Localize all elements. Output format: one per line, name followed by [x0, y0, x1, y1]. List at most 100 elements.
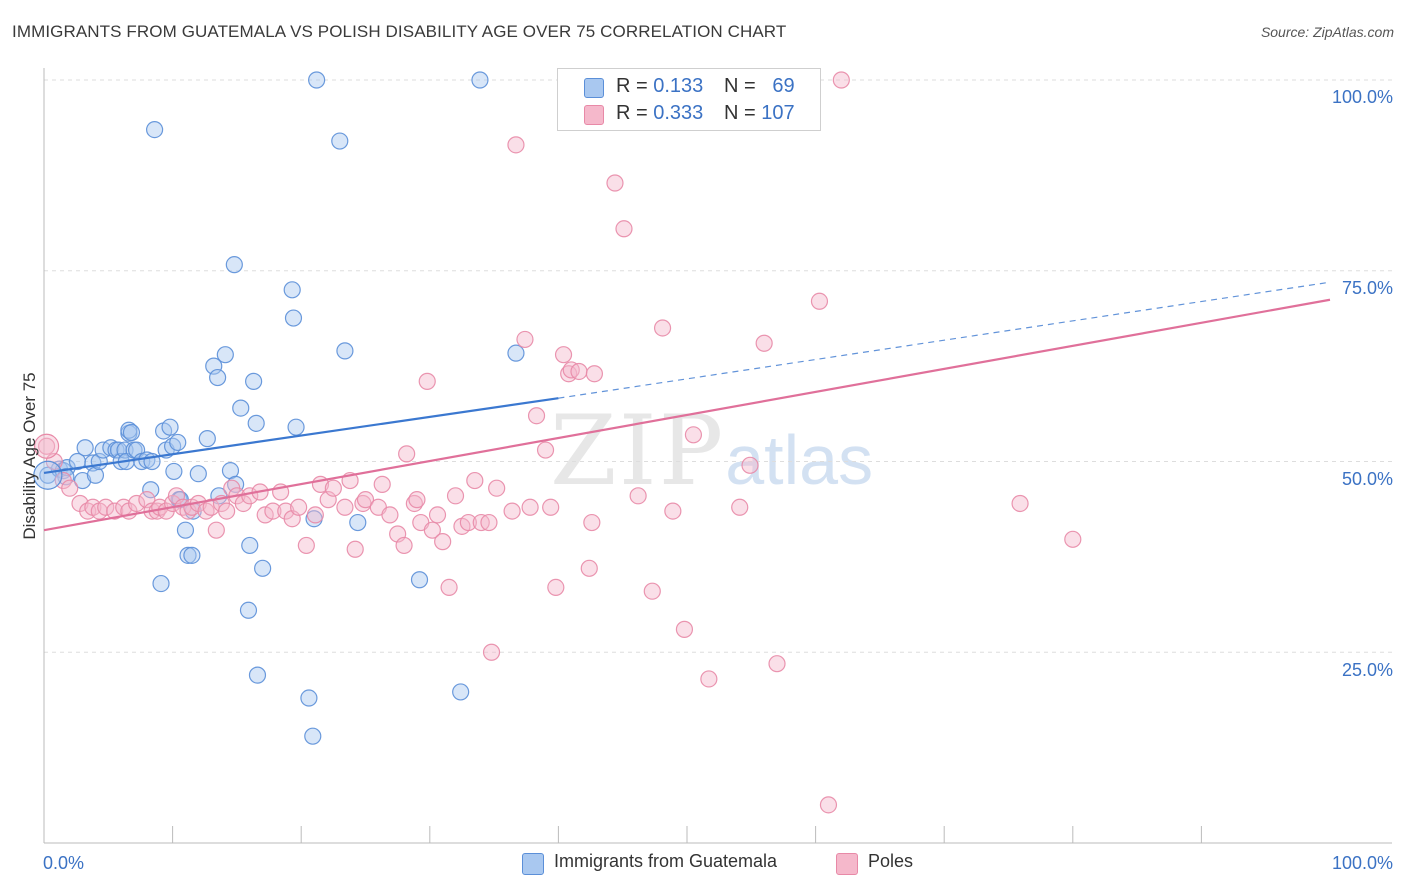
point-poles: [418, 372, 436, 390]
point-poles: [653, 319, 672, 337]
point-guatemala: [183, 546, 201, 564]
stats-row-poles: R = 0.333 N = 107: [558, 102, 820, 128]
x-tick-label-max: 100.0%: [1331, 853, 1393, 873]
point-poles: [1011, 494, 1029, 513]
point-guatemala: [248, 666, 267, 684]
y-tick-label-25: 25.0%: [1341, 660, 1393, 680]
r-value: 0.133: [653, 75, 704, 97]
point-poles: [373, 475, 391, 493]
point-guatemala: [254, 559, 272, 577]
point-guatemala: [145, 120, 164, 139]
r-label: R =: [616, 75, 648, 97]
point-poles: [395, 536, 413, 555]
point-guatemala: [161, 418, 179, 436]
point-poles: [423, 521, 441, 539]
point-poles: [306, 506, 324, 524]
point-poles: [440, 578, 458, 596]
trend-line-guatemala-extrapolated: [558, 281, 1331, 399]
point-poles: [810, 292, 829, 310]
point-poles: [684, 426, 703, 444]
point-guatemala: [239, 601, 258, 619]
point-guatemala: [245, 372, 263, 390]
point-poles: [755, 334, 773, 352]
point-poles: [768, 655, 786, 673]
point-poles: [297, 536, 315, 555]
point-guatemala: [241, 536, 259, 555]
point-poles: [482, 643, 501, 661]
point-poles: [127, 494, 146, 513]
point-guatemala: [507, 344, 525, 362]
legend-item-guatemala[interactable]: Immigrants from Guatemala: [522, 851, 822, 877]
point-poles: [218, 502, 236, 520]
point-poles: [61, 479, 79, 497]
point-guatemala: [452, 683, 470, 701]
x-tick-label-min: 0.0%: [43, 853, 85, 873]
y-tick-label-100: 100.0%: [1331, 87, 1393, 107]
point-poles: [507, 136, 525, 154]
legend-label-guatemala: Immigrants from Guatemala: [554, 851, 778, 871]
point-poles: [527, 407, 546, 425]
point-poles: [434, 533, 452, 551]
point-poles: [290, 498, 308, 516]
stats-legend: R = 0.133 N = 69 R = 0.333 N = 107: [557, 68, 821, 131]
point-poles: [832, 71, 850, 89]
point-poles: [554, 346, 573, 364]
point-poles: [503, 502, 521, 520]
point-poles: [819, 796, 838, 814]
point-guatemala: [308, 71, 326, 89]
point-poles: [480, 513, 498, 532]
point-poles: [675, 620, 694, 638]
y-tick-label-75: 75.0%: [1341, 278, 1393, 298]
point-poles: [324, 479, 342, 497]
legend-item-poles[interactable]: Poles: [836, 851, 936, 877]
point-poles: [466, 471, 484, 490]
point-guatemala: [122, 423, 141, 442]
point-poles: [516, 330, 534, 349]
point-poles: [629, 487, 647, 505]
point-poles: [207, 521, 225, 539]
n-label: N =: [724, 102, 756, 124]
point-poles: [459, 513, 477, 532]
chart-title: IMMIGRANTS FROM GUATEMALA VS POLISH DISA…: [12, 22, 787, 41]
point-guatemala: [300, 689, 318, 707]
n-stat: N = 69: [724, 75, 795, 98]
point-poles: [583, 513, 601, 532]
point-poles: [521, 498, 539, 516]
point-poles: [643, 582, 661, 600]
pink-swatch: [836, 853, 858, 875]
point-poles: [664, 502, 682, 520]
stats-row-guatemala: R = 0.133 N = 69: [558, 75, 820, 101]
point-guatemala: [304, 727, 322, 745]
r-value: 0.333: [653, 102, 704, 124]
n-stat: N = 107: [724, 102, 795, 125]
point-guatemala: [189, 465, 207, 483]
y-axis-label: Disability Age Over 75: [20, 372, 39, 540]
trend-line-poles: [43, 298, 1331, 532]
point-poles: [570, 362, 588, 381]
y-tick-label-50: 50.0%: [1341, 469, 1393, 489]
point-poles: [336, 498, 354, 516]
point-poles: [731, 498, 749, 516]
point-poles: [356, 491, 375, 509]
point-guatemala: [76, 439, 94, 457]
point-guatemala: [225, 256, 243, 274]
trend-line-guatemala: [43, 397, 559, 475]
point-poles: [408, 491, 426, 509]
point-poles: [37, 437, 56, 455]
point-guatemala: [169, 433, 187, 452]
point-guatemala: [247, 414, 265, 432]
point-poles: [106, 502, 124, 520]
blue-swatch: [584, 78, 604, 98]
point-poles: [615, 220, 633, 238]
point-guatemala: [165, 462, 183, 481]
point-poles: [488, 479, 506, 497]
point-guatemala: [410, 571, 429, 589]
r-stat: R = 0.133: [616, 75, 703, 98]
point-poles: [346, 540, 364, 558]
point-guatemala: [232, 399, 250, 417]
r-label: R =: [616, 102, 648, 124]
point-guatemala: [73, 471, 92, 490]
point-guatemala: [336, 342, 354, 360]
point-poles: [606, 174, 624, 192]
